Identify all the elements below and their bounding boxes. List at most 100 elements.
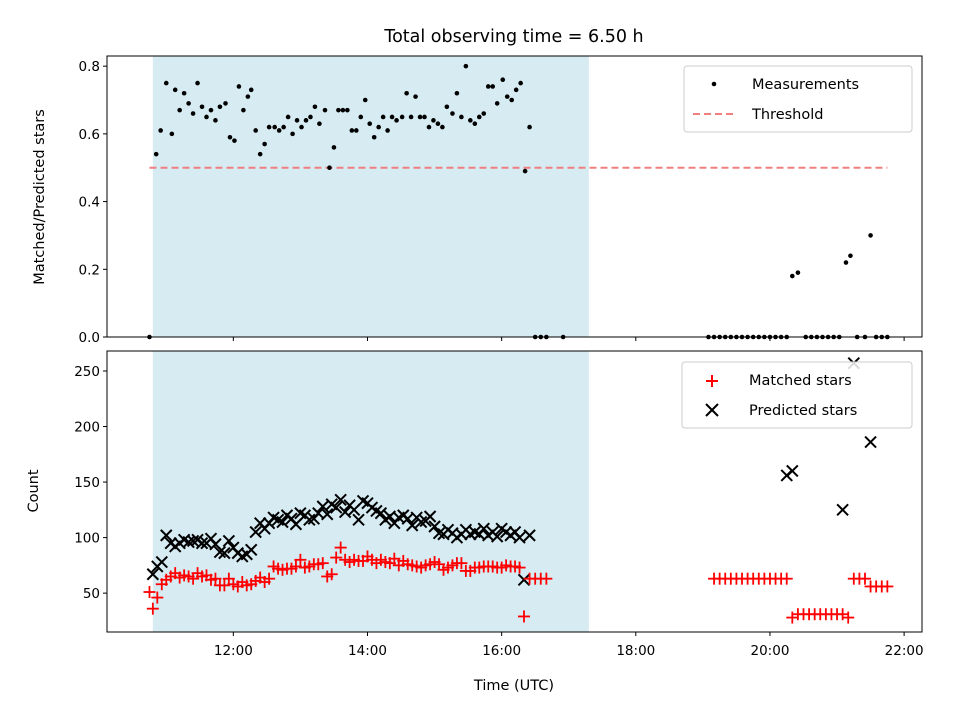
matched-star-point — [780, 572, 793, 585]
matched-star-point — [316, 557, 329, 570]
x-tick-label: 18:00 — [616, 643, 655, 659]
predicted-star-point — [155, 555, 168, 569]
top-legend: Measurements Threshold — [683, 65, 913, 133]
matched-star-point — [881, 580, 894, 593]
measurement-point — [241, 107, 246, 113]
bottom-panel-shade — [152, 351, 589, 632]
matched-star-point — [330, 551, 343, 564]
measurement-point — [213, 118, 218, 123]
x-tick-label: 12:00 — [214, 643, 253, 659]
legend-matched-label: Matched stars — [749, 373, 852, 389]
matched-star-point — [289, 560, 302, 573]
measurement-point — [371, 134, 377, 140]
measurement-point — [504, 94, 510, 99]
measurement-point — [308, 114, 313, 120]
matched-star-point — [518, 610, 531, 623]
matched-star-point — [146, 602, 159, 615]
predicted-star-point — [864, 435, 877, 449]
predicted-star-point — [477, 522, 490, 535]
predicted-star-point — [517, 573, 531, 587]
y-tick-label: 0.0 — [79, 330, 100, 346]
matched-star-point — [209, 572, 222, 585]
matched-star-point — [540, 572, 553, 585]
predicted-star-point — [245, 543, 258, 557]
matched-star-point — [143, 586, 156, 599]
top-y-axis-label: Matched/Predicted stars — [32, 109, 48, 285]
predicted-star-point — [374, 506, 388, 520]
matched-star-point — [858, 572, 871, 585]
count-points — [143, 357, 894, 624]
measurement-point — [285, 114, 291, 120]
measurement-point — [276, 128, 282, 133]
predicted-star-point — [338, 505, 352, 519]
measurement-point — [266, 124, 272, 130]
measurement-point — [262, 141, 267, 147]
top-panel-frame — [106, 55, 923, 338]
measurement-point — [518, 80, 523, 86]
measurement-point — [331, 145, 337, 150]
legend-predicted-marker — [705, 403, 719, 417]
top-x-ticks — [232, 337, 905, 341]
measurement-point — [217, 104, 223, 110]
measurement-point — [444, 104, 450, 110]
matched-star-point — [455, 557, 468, 570]
predicted-star-point — [186, 534, 200, 548]
y-tick-label: 0.2 — [79, 262, 100, 278]
measurement-point — [327, 165, 332, 171]
top-panel: 0.00.20.40.60.8 Matched/Predicted stars … — [32, 55, 923, 346]
measurement-point — [303, 118, 309, 123]
measurement-point — [181, 90, 187, 96]
y-tick-label: 100 — [74, 531, 100, 547]
measurement-point — [494, 101, 500, 106]
measurement-point — [199, 104, 205, 110]
measurement-point — [223, 101, 228, 106]
measurement-point — [417, 114, 423, 120]
predicted-star-point — [352, 513, 365, 527]
measurement-point — [408, 114, 414, 120]
predicted-star-point — [334, 493, 347, 507]
measurement-point — [367, 121, 373, 127]
measurement-point — [190, 111, 196, 116]
measurement-point — [322, 107, 328, 113]
y-tick-label: 250 — [74, 364, 100, 380]
measurement-point — [868, 233, 873, 238]
predicted-star-point — [195, 536, 209, 550]
predicted-star-point — [513, 531, 526, 544]
x-tick-label: 20:00 — [751, 643, 790, 659]
predicted-star-point — [423, 510, 437, 523]
measurement-point — [450, 111, 455, 116]
measurement-point — [490, 84, 495, 89]
measurement-point — [349, 128, 355, 133]
legend-measurements-marker — [711, 81, 717, 87]
measurement-point — [513, 87, 519, 93]
bottom-panel-frame — [106, 350, 923, 633]
matched-star-point — [151, 591, 164, 604]
predicted-star-point — [490, 530, 504, 543]
measurement-point — [500, 77, 506, 82]
predicted-star-point — [218, 546, 231, 560]
measurement-point — [204, 114, 209, 120]
predicted-star-point — [303, 513, 316, 527]
y-tick-label: 0.4 — [79, 195, 100, 211]
measurement-point — [317, 121, 322, 127]
predicted-star-point — [222, 534, 236, 548]
matched-star-point — [218, 579, 231, 592]
y-tick-label: 50 — [83, 586, 100, 602]
bottom-y-axis: 50 100 150 200 250 — [74, 364, 107, 602]
y-tick-label: 0.8 — [79, 59, 100, 75]
measurement-point — [312, 104, 318, 110]
x-axis-label: Time (UTC) — [473, 678, 554, 694]
measurement-point — [227, 134, 233, 140]
matched-star-point — [842, 611, 855, 624]
measurement-point — [476, 114, 482, 120]
legend-matched-marker — [706, 375, 718, 387]
measurement-point — [795, 270, 801, 275]
measurement-point — [422, 114, 427, 120]
measurement-point — [340, 107, 346, 113]
measurement-point — [431, 118, 436, 123]
measurement-point — [232, 138, 237, 143]
predicted-star-point — [786, 464, 799, 478]
predicted-star-point — [316, 500, 329, 513]
measurement-point — [294, 118, 300, 123]
